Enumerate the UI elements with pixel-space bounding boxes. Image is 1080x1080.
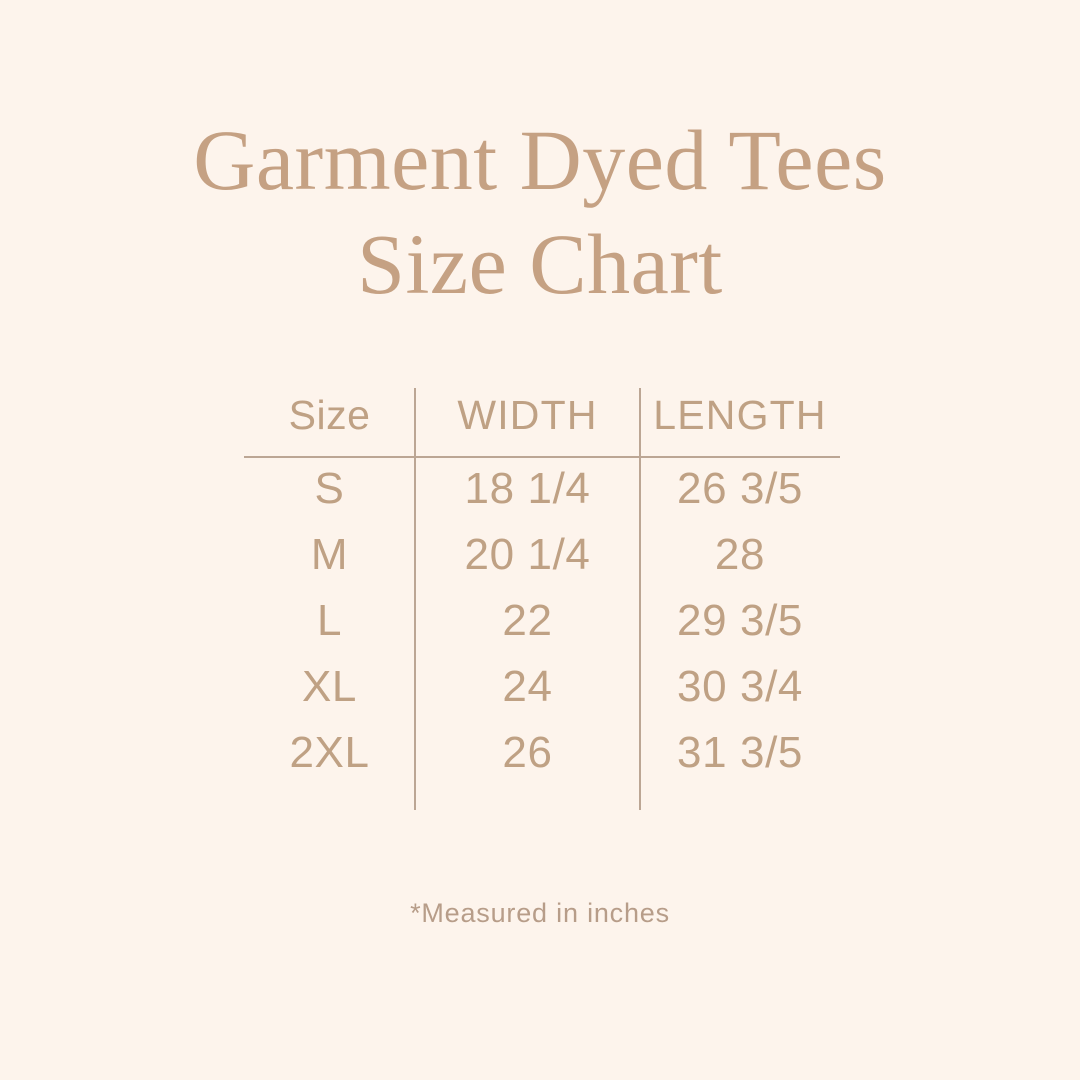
table-row-width: 24	[502, 662, 553, 711]
table-row-width: 22	[502, 596, 553, 645]
page-title: Garment Dyed Tees Size Chart	[0, 108, 1080, 316]
size-chart-table: Size WIDTH LENGTH S 18 1/4 26 3/5 M 20 1…	[244, 382, 840, 812]
table-row-width: 18 1/4	[464, 464, 591, 513]
table-row-size: XL	[301, 662, 358, 711]
header-divider	[244, 456, 840, 458]
table-row-length: 31 3/5	[677, 728, 803, 777]
column-divider-2	[639, 388, 641, 810]
column-header-size: Size	[288, 391, 371, 438]
table-row-size: M	[310, 530, 349, 579]
table-row-width: 20 1/4	[464, 530, 591, 579]
table-row-size: S	[314, 464, 345, 513]
column-header-width: WIDTH	[457, 391, 598, 438]
table-row-width: 26	[502, 728, 553, 777]
table-row-length: 28	[714, 530, 766, 579]
column-header-length: LENGTH	[653, 391, 827, 438]
table-row-length: 30 3/4	[677, 662, 803, 711]
table-row-length: 29 3/5	[677, 596, 803, 645]
table-row-size: L	[316, 596, 343, 645]
column-divider-1	[414, 388, 416, 810]
table-grid: Size WIDTH LENGTH S 18 1/4 26 3/5 M 20 1…	[244, 382, 840, 812]
title-line-2: Size Chart	[357, 216, 723, 312]
measurement-note: *Measured in inches	[410, 898, 670, 928]
table-row-size: 2XL	[289, 728, 370, 777]
table-row-length: 26 3/5	[677, 464, 803, 513]
title-line-1: Garment Dyed Tees	[193, 112, 887, 208]
